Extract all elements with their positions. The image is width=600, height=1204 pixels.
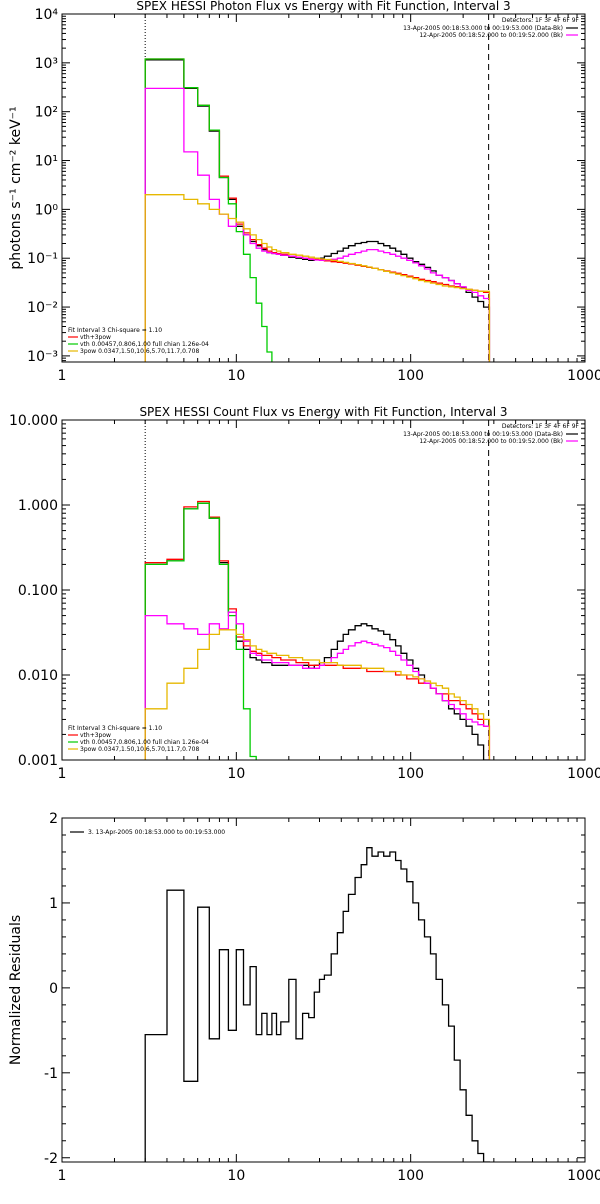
series-group bbox=[144, 500, 491, 760]
series-residuals-line bbox=[144, 847, 491, 1162]
y-tick-label: 10⁻³ bbox=[27, 349, 58, 365]
time-interval-label: 12-Apr-2005 00:18:52.000 to 00:19:52.000… bbox=[419, 438, 563, 445]
y-tick-label: 0 bbox=[49, 981, 58, 997]
series-bpow-line bbox=[144, 194, 491, 362]
legend-entry-label: vth+3pow bbox=[80, 732, 111, 739]
y-tick-label: 10⁰ bbox=[35, 202, 59, 218]
chart-title: SPEX HESSI Count Flux vs Energy with Fit… bbox=[139, 405, 507, 419]
y-tick-label: 10² bbox=[35, 105, 58, 121]
x-tick-label: 1000 bbox=[567, 766, 600, 782]
series-vth-line bbox=[144, 58, 273, 362]
series-thick_bkg-line bbox=[144, 611, 491, 760]
y-tick-label: -1 bbox=[44, 1066, 58, 1082]
y-axis-label: photons s⁻¹ cm⁻² keV⁻¹ bbox=[8, 106, 24, 269]
plot-frame bbox=[61, 13, 586, 363]
y-tick-label: 10³ bbox=[35, 56, 58, 72]
series-group bbox=[144, 58, 491, 362]
x-tick-label: 1 bbox=[58, 368, 67, 384]
y-tick-label: 10¹ bbox=[35, 154, 58, 170]
y-tick-label: 0.010 bbox=[18, 668, 58, 684]
y-tick-label: 0.100 bbox=[18, 583, 58, 599]
series-fit_total-line bbox=[144, 58, 491, 362]
series-data-line bbox=[144, 502, 491, 760]
x-tick-label: 1000 bbox=[567, 1168, 600, 1184]
y-tick-label: 10⁴ bbox=[35, 7, 59, 23]
plot-frame bbox=[61, 419, 586, 761]
panel-3: 1 10 100 1000 -2 -1 0 1 2 Normalized Residuals 3. … bbox=[8, 811, 600, 1184]
series-bpow-line bbox=[144, 629, 491, 760]
legend-title: Fit Interval 3 Chi-square = 1.10 bbox=[68, 725, 162, 732]
y-axis-label: Normalized Residuals bbox=[8, 915, 24, 1065]
detectors-label: Detectors: 1F 3F 4F 6F 9F bbox=[502, 17, 580, 24]
x-tick-label: 10 bbox=[227, 766, 245, 782]
y-tick-label: 2 bbox=[49, 811, 58, 827]
x-tick-label: 10 bbox=[227, 1168, 245, 1184]
x-tick-label: 100 bbox=[397, 1168, 424, 1184]
detectors-label: Detectors: 1F 3F 4F 6F 9F bbox=[502, 423, 580, 430]
time-interval-label: 12-Apr-2005 00:18:52.000 to 00:19:52.000… bbox=[419, 32, 563, 39]
series-data-line bbox=[144, 59, 491, 362]
series-fit_total-line bbox=[144, 500, 491, 760]
plot-frame bbox=[61, 817, 586, 1163]
x-tick-label: 100 bbox=[397, 368, 424, 384]
y-tick-label: -2 bbox=[44, 1151, 58, 1167]
chart-title: SPEX HESSI Photon Flux vs Energy with Fi… bbox=[136, 0, 510, 13]
x-tick-label: 10 bbox=[227, 368, 245, 384]
x-tick-label: 100 bbox=[397, 766, 424, 782]
panel-2: SPEX HESSI Count Flux vs Energy with Fit… bbox=[9, 405, 600, 782]
time-interval-label: 13-Apr-2005 00:18:53.000 to 00:19:53.000… bbox=[403, 25, 563, 32]
panel-1: SPEX HESSI Photon Flux vs Energy with Fi… bbox=[8, 0, 600, 384]
y-tick-label: 10⁻² bbox=[27, 300, 58, 316]
legend-title: Fit Interval 3 Chi-square = 1.10 bbox=[68, 327, 162, 334]
legend-entry-label: vth 0.00457,0.806,1.00 full chian 1.26e-… bbox=[80, 341, 209, 348]
x-tick-label: 1 bbox=[58, 1168, 67, 1184]
y-tick-label: 0.001 bbox=[18, 753, 58, 769]
time-interval-label: 13-Apr-2005 00:18:53.000 to 00:19:53.000… bbox=[403, 431, 563, 438]
y-tick-label: 1 bbox=[49, 896, 58, 912]
y-tick-label: 10.000 bbox=[9, 413, 58, 429]
series-vth-line bbox=[144, 502, 257, 760]
legend-entry-label: vth+3pow bbox=[80, 334, 111, 341]
legend-entry-label: vth 0.00457,0.806,1.00 full chian 1.26e-… bbox=[80, 739, 209, 746]
y-tick-label: 10⁻¹ bbox=[27, 251, 58, 267]
x-tick-label: 1000 bbox=[567, 368, 600, 384]
legend-entry-label: 3pow 0.0347,1.50,10.6,5.70,11.7,0.708 bbox=[80, 746, 199, 753]
series-group bbox=[144, 847, 491, 1162]
series-thick_bkg-line bbox=[144, 87, 491, 362]
legend-entry-label: 3. 13-Apr-2005 00:18:53.000 to 00:19:53.… bbox=[88, 829, 225, 836]
legend-entry-label: 3pow 0.0347,1.50,10.6,5.70,11.7,0.708 bbox=[80, 348, 199, 355]
y-tick-label: 1.000 bbox=[18, 498, 58, 514]
x-tick-label: 1 bbox=[58, 766, 67, 782]
